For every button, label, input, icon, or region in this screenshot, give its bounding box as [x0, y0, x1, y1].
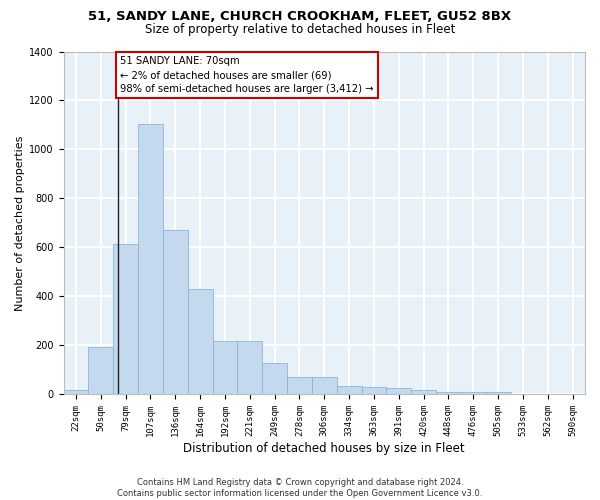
Bar — [386, 388, 411, 394]
Bar — [287, 377, 312, 394]
Bar — [312, 377, 337, 394]
Bar — [485, 392, 511, 394]
Bar — [238, 340, 262, 394]
Bar — [461, 392, 485, 394]
Y-axis label: Number of detached properties: Number of detached properties — [15, 136, 25, 310]
Bar — [212, 340, 238, 394]
Bar — [188, 289, 212, 395]
Bar — [337, 386, 362, 394]
Text: 51 SANDY LANE: 70sqm
← 2% of detached houses are smaller (69)
98% of semi-detach: 51 SANDY LANE: 70sqm ← 2% of detached ho… — [121, 56, 374, 94]
Bar — [113, 244, 138, 394]
Bar — [64, 390, 88, 394]
Bar — [88, 346, 113, 395]
Bar — [138, 124, 163, 394]
Bar — [262, 362, 287, 394]
Text: Size of property relative to detached houses in Fleet: Size of property relative to detached ho… — [145, 22, 455, 36]
Bar — [163, 230, 188, 394]
Text: 51, SANDY LANE, CHURCH CROOKHAM, FLEET, GU52 8BX: 51, SANDY LANE, CHURCH CROOKHAM, FLEET, … — [88, 10, 512, 23]
Bar — [362, 387, 386, 394]
X-axis label: Distribution of detached houses by size in Fleet: Distribution of detached houses by size … — [184, 442, 465, 455]
Bar — [436, 392, 461, 394]
Bar — [411, 390, 436, 394]
Text: Contains HM Land Registry data © Crown copyright and database right 2024.
Contai: Contains HM Land Registry data © Crown c… — [118, 478, 482, 498]
